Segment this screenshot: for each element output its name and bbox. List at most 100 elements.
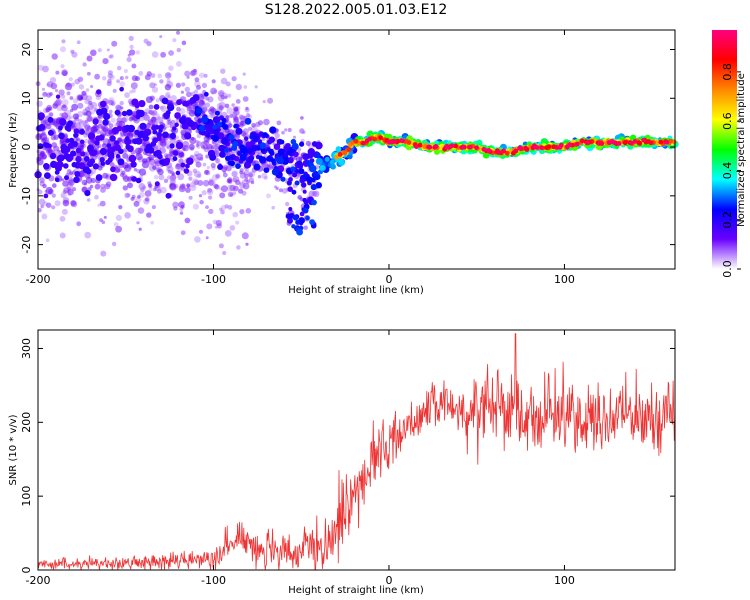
heatmap-cell — [183, 168, 190, 174]
heatmap-cell — [181, 82, 186, 87]
heatmap-cell — [288, 207, 293, 211]
heatmap-cell — [139, 122, 147, 130]
heatmap-cell — [249, 134, 254, 140]
heatmap-cell — [183, 100, 190, 107]
heatmap-cell — [329, 159, 335, 165]
heatmap-cell — [275, 186, 279, 191]
heatmap-cell — [158, 128, 163, 133]
heatmap-cell — [224, 95, 228, 100]
heatmap-cell — [386, 139, 392, 145]
heatmap-cell — [293, 151, 299, 158]
heatmap-cell — [254, 85, 258, 89]
heatmap-cell — [124, 164, 132, 172]
heatmap-cell — [206, 165, 210, 170]
heatmap-cell — [185, 163, 190, 169]
heatmap-cell — [233, 107, 239, 112]
heatmap-cell — [100, 250, 107, 257]
heatmap-cell — [184, 132, 192, 140]
heatmap-cell — [94, 73, 100, 80]
heatmap-cell — [246, 113, 251, 118]
heatmap-cell — [184, 70, 191, 77]
heatmap-cell — [78, 170, 86, 178]
heatmap-cell — [69, 96, 74, 100]
heatmap-cell — [61, 39, 66, 44]
snr-x-label: Height of straight line (km) — [288, 585, 424, 596]
heatmap-cell — [302, 207, 309, 214]
heatmap-cell — [196, 133, 202, 139]
heatmap-cell — [209, 153, 217, 161]
y-tick-label: 200 — [20, 412, 33, 433]
heatmap-cell — [66, 91, 71, 96]
heatmap-cell — [182, 144, 189, 152]
heatmap-cell — [119, 101, 124, 106]
heatmap-cell — [212, 128, 220, 136]
heatmap-cell — [153, 150, 159, 157]
heatmap-cell — [298, 168, 305, 175]
heatmap-cell — [144, 197, 150, 202]
heatmap-cell — [65, 138, 71, 144]
heatmap-cell — [226, 178, 232, 184]
heatmap-cell — [100, 187, 106, 193]
heatmap-cell — [165, 110, 171, 116]
heatmap-cell — [226, 115, 230, 119]
heatmap-cell — [115, 104, 122, 111]
heatmap-cell — [654, 140, 660, 146]
heatmap-cell — [123, 69, 128, 73]
heatmap-cell — [427, 144, 433, 150]
heatmap-cell — [235, 179, 241, 185]
heatmap-cell — [109, 54, 114, 59]
heatmap-cell — [460, 144, 466, 150]
heatmap-cell — [147, 119, 154, 126]
heatmap-cell — [59, 232, 66, 239]
heatmap-cell — [245, 242, 249, 246]
heatmap-cell — [378, 135, 384, 141]
heatmap-cell — [124, 192, 130, 199]
heatmap-cell — [160, 51, 167, 58]
heatmap-cell — [208, 179, 214, 186]
heatmap-cell — [180, 230, 186, 236]
heatmap-cell — [43, 193, 49, 199]
heatmap-cell — [406, 140, 412, 146]
heatmap-cell — [135, 114, 141, 120]
heatmap-cell — [54, 170, 60, 175]
heatmap-cell — [64, 175, 69, 181]
heatmap-cell — [64, 82, 73, 91]
heatmap-cell — [138, 100, 146, 108]
spectrogram-heatmap — [34, 30, 679, 257]
heatmap-cell — [92, 124, 99, 132]
heatmap-cell — [180, 166, 185, 171]
heatmap-cell — [175, 82, 181, 88]
heatmap-cell — [76, 221, 82, 227]
heatmap-cell — [86, 198, 91, 202]
heatmap-cell — [113, 222, 119, 227]
heatmap-cell — [263, 118, 270, 126]
heatmap-cell — [246, 147, 254, 154]
heatmap-cell — [353, 138, 359, 144]
heatmap-cell — [539, 145, 544, 151]
x-tick-label: -100 — [201, 574, 226, 587]
heatmap-cell — [78, 84, 85, 90]
heatmap-cell — [235, 163, 241, 170]
heatmap-cell — [130, 82, 138, 90]
heatmap-cell — [210, 145, 215, 150]
heatmap-cell — [148, 184, 152, 188]
chart-title: S128.2022.005.01.03.E12 — [265, 2, 448, 18]
heatmap-cell — [85, 168, 92, 175]
heatmap-cell — [229, 113, 234, 118]
heatmap-cell — [150, 220, 154, 225]
heatmap-cell — [584, 140, 590, 146]
heatmap-cell — [146, 41, 152, 47]
heatmap-cell — [97, 48, 102, 53]
heatmap-cell — [178, 185, 186, 193]
heatmap-cell — [129, 44, 134, 50]
heatmap-cell — [71, 103, 78, 111]
heatmap-cell — [130, 161, 137, 168]
heatmap-cell — [57, 154, 65, 162]
heatmap-cell — [198, 72, 205, 79]
heatmap-cell — [222, 250, 227, 256]
heatmap-cell — [311, 199, 317, 206]
heatmap-cell — [38, 198, 46, 206]
heatmap-cell — [244, 117, 252, 125]
heatmap-cell — [79, 139, 85, 145]
heatmap-cell — [36, 156, 42, 162]
